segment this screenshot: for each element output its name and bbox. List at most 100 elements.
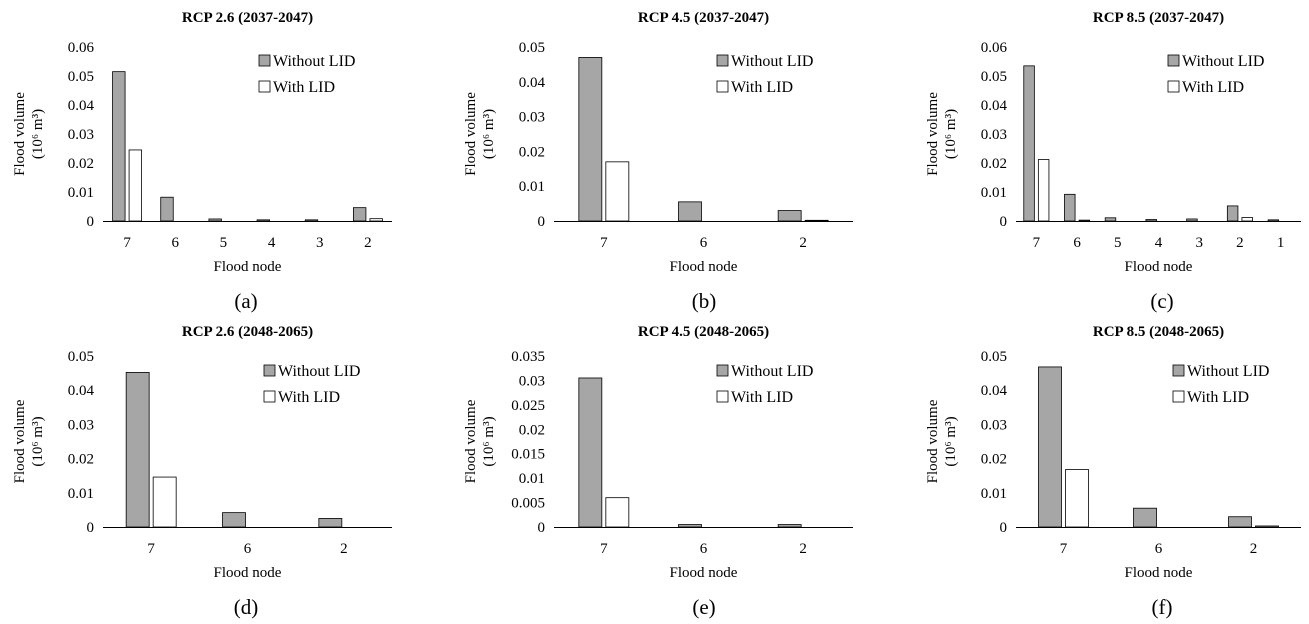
x-axis-label: Flood node [670,259,738,275]
legend-swatch [263,364,276,377]
y-tick-label: 0.03 [981,127,1007,143]
y-tick-label: 0 [538,214,546,230]
y-tick-label: 0.03 [519,373,545,389]
x-tick-label: 7 [147,541,155,557]
bar-without-lid-node-7 [1038,366,1062,528]
legend-label: Without LID [278,363,360,380]
legend-swatch [1172,364,1185,377]
y-tick-label: 0.02 [68,452,94,468]
y-tick-label: 0.06 [981,40,1008,56]
panel-caption: (c) [1150,289,1173,313]
legend-swatch [263,390,276,403]
legend-swatch [716,364,729,377]
y-tick-label: 0.035 [511,349,545,365]
x-axis-label: Flood node [1125,259,1193,275]
y-tick-label: 0.015 [511,447,545,463]
bar-with-lid-node-7 [605,161,630,222]
y-tick-label: 0.02 [981,156,1007,172]
chart-panel-e: RCP 4.5 (2048-2065) 0 0.005 0.01 0.015 0.02 0.… [463,324,853,619]
legend-swatch [258,80,271,93]
x-tick-label: 6 [172,235,180,251]
bar-with-lid-node-7 [128,149,143,222]
x-tick-label: 5 [220,235,228,251]
x-axis-label: Flood node [670,565,738,581]
legend-label: Without LID [273,53,355,70]
panel-caption: (a) [234,289,257,313]
bar-without-lid-node-3 [304,219,319,222]
y-tick-label: 0.01 [68,185,94,201]
y-tick-label: 0.05 [519,40,545,56]
bar-without-lid-node-6 [1133,507,1157,528]
panel-caption: (e) [692,595,715,619]
bar-without-lid-node-6 [160,196,174,222]
x-tick-label: 6 [244,541,252,557]
panel-caption: (f) [1152,595,1173,619]
bar-without-lid-node-6 [1064,193,1076,222]
x-axis-label: Flood node [214,565,282,581]
y-tick-label: 0 [538,520,546,536]
x-tick-label: 6 [1073,235,1081,251]
y-axis-unit: (10⁶ m³) [30,416,46,466]
bar-without-lid-node-7 [1023,65,1035,222]
bar-without-lid-node-7 [578,57,603,222]
y-tick-label: 0.04 [68,98,95,114]
y-tick-label: 0.04 [981,383,1008,399]
y-axis-label: Flood volume [925,399,941,483]
legend-label: Without LID [731,53,813,70]
y-tick-label: 0.05 [68,349,94,365]
y-tick-label: 0.02 [519,144,545,160]
bar-with-lid-node-6 [1078,219,1091,222]
bar-without-lid-node-2 [777,524,802,528]
y-tick-label: 0.04 [981,98,1008,114]
y-tick-label: 0.02 [981,452,1007,468]
x-tick-label: 2 [364,235,372,251]
chart-title: RCP 2.6 (2048-2065) [182,324,313,340]
legend-label: With LID [731,79,793,96]
y-tick-label: 0.03 [68,417,94,433]
chart-panel-b: RCP 4.5 (2037-2047) 0 0.01 0.02 0.03 0.04 0.05… [463,10,853,313]
bar-with-lid-node-7 [605,497,630,528]
x-tick-label: 3 [1195,235,1203,251]
y-tick-label: 0.01 [519,471,545,487]
y-axis-unit: (10⁶ m³) [943,109,959,159]
y-axis-label: Flood volume [925,92,941,176]
y-tick-label: 0.03 [519,110,545,126]
x-tick-label: 7 [123,235,131,251]
y-tick-label: 0.05 [981,69,1007,85]
chart-title: RCP 4.5 (2037-2047) [638,10,769,26]
bar-without-lid-node-2 [318,518,343,528]
y-tick-label: 0.01 [68,486,94,502]
y-tick-label: 0.025 [511,398,545,414]
bar-without-lid-node-7 [112,71,126,222]
y-axis-label: Flood volume [463,399,479,483]
x-tick-label: 7 [1033,235,1041,251]
x-tick-label: 2 [1236,235,1244,251]
y-tick-label: 0.005 [511,496,545,512]
panel-caption: (b) [692,289,717,313]
bar-with-lid-node-2 [369,218,383,222]
legend-label: Without LID [1182,53,1264,70]
bar-with-lid-node-7 [152,476,177,528]
bar-without-lid-node-3 [1186,218,1198,222]
legend-swatch [716,390,729,403]
legend-swatch [1172,390,1185,403]
x-tick-label: 3 [316,235,324,251]
x-axis-label: Flood node [1125,565,1193,581]
chart-title: RCP 2.6 (2037-2047) [182,10,313,26]
y-axis-unit: (10⁶ m³) [943,416,959,466]
x-tick-label: 6 [700,541,708,557]
chart-title: RCP 8.5 (2037-2047) [1093,10,1224,26]
bar-without-lid-node-1 [1267,219,1280,222]
bar-without-lid-node-6 [678,201,702,222]
bar-without-lid-node-7 [125,372,150,528]
legend-label: With LID [1187,389,1249,406]
x-tick-label: 7 [600,541,608,557]
x-tick-label: 7 [1060,541,1068,557]
x-axis-label: Flood node [214,259,282,275]
legend-label: With LID [731,389,793,406]
legend-swatch [716,54,729,67]
legend-swatch [1167,54,1180,67]
y-tick-label: 0 [1000,214,1008,230]
legend-swatch [716,80,729,93]
legend-label: Without LID [731,363,813,380]
